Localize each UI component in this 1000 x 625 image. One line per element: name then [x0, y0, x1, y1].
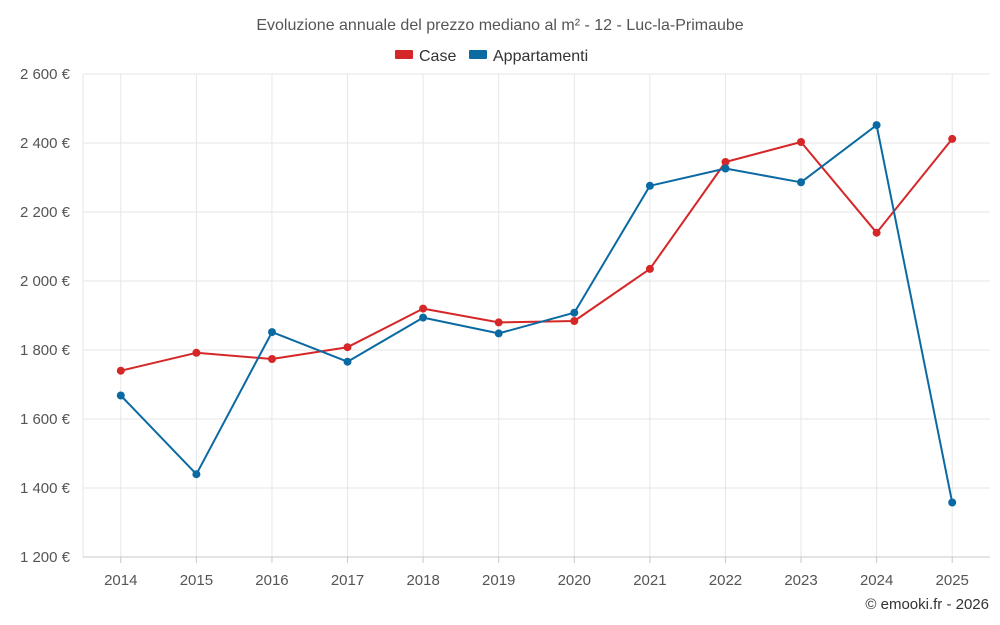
data-point-case-2018[interactable] [419, 304, 428, 313]
data-point-case-2022[interactable] [721, 158, 730, 166]
x-tick-label: 2023 [784, 572, 817, 589]
data-point-appartamenti-2015[interactable] [192, 470, 201, 479]
x-tick-label: 2021 [633, 572, 666, 589]
x-tick-label: 2019 [482, 572, 515, 589]
data-point-appartamenti-2022[interactable] [721, 164, 730, 173]
data-point-appartamenti-2024[interactable] [872, 121, 881, 130]
data-point-case-2015[interactable] [192, 348, 201, 357]
credit-text: © emooki.fr - 2026 [865, 596, 989, 613]
x-tick-label: 2018 [406, 572, 439, 589]
data-point-appartamenti-2020[interactable] [570, 308, 579, 317]
data-point-appartamenti-2016[interactable] [268, 328, 276, 337]
data-point-appartamenti-2017[interactable] [343, 357, 352, 366]
series-case [116, 134, 957, 375]
series-line-appartamenti [120, 124, 954, 503]
data-point-case-2016[interactable] [268, 355, 276, 363]
data-point-case-2025[interactable] [948, 134, 957, 143]
y-tick-label: 1 800 € [20, 342, 71, 359]
x-tick-label: 2017 [331, 572, 364, 589]
legend: Case Appartamenti [395, 48, 588, 65]
data-point-case-2023[interactable] [797, 138, 805, 146]
legend-label-case: Case [419, 48, 456, 65]
grid [83, 73, 990, 557]
data-point-appartamenti-2019[interactable] [494, 329, 503, 338]
data-point-appartamenti-2021[interactable] [645, 181, 654, 190]
x-tick-label: 2020 [558, 572, 591, 589]
y-tick-label: 1 600 € [20, 411, 71, 428]
data-point-case-2019[interactable] [494, 318, 503, 327]
y-tick-label: 2 600 € [20, 66, 71, 83]
data-point-case-2020[interactable] [570, 317, 579, 325]
series-layer [116, 121, 957, 507]
legend-item-appartamenti[interactable]: Appartamenti [469, 48, 588, 65]
x-tick-label: 2016 [255, 572, 288, 589]
data-point-case-2021[interactable] [645, 264, 654, 273]
legend-swatch-case [395, 50, 413, 59]
chart-title: Evoluzione annuale del prezzo mediano al… [256, 17, 743, 34]
x-tick-label: 2015 [180, 572, 213, 589]
y-tick-label: 2 000 € [20, 273, 71, 290]
legend-item-case[interactable]: Case [395, 48, 456, 65]
data-point-appartamenti-2023[interactable] [797, 178, 805, 187]
series-line-case [120, 138, 953, 372]
y-tick-label: 2 400 € [20, 135, 71, 152]
legend-label-appartamenti: Appartamenti [493, 48, 588, 65]
y-tick-label: 2 200 € [20, 204, 71, 221]
x-tick-label: 2014 [104, 572, 137, 589]
x-tick-label: 2022 [709, 572, 742, 589]
data-point-case-2014[interactable] [116, 366, 125, 375]
data-point-case-2024[interactable] [872, 228, 881, 237]
y-tick-label: 1 400 € [20, 480, 71, 497]
x-tick-label: 2025 [936, 572, 969, 589]
axes: 1 200 € 1 400 € 1 600 € 1 800 € 2 000 € 2 200… [20, 66, 990, 589]
x-tick-label: 2024 [860, 572, 893, 589]
data-point-case-2017[interactable] [343, 343, 352, 352]
legend-swatch-appartamenti [469, 50, 487, 59]
data-point-appartamenti-2018[interactable] [419, 313, 428, 322]
data-point-appartamenti-2025[interactable] [948, 498, 957, 507]
data-point-appartamenti-2014[interactable] [116, 391, 125, 400]
series-appartamenti [116, 121, 957, 507]
y-tick-label: 1 200 € [20, 549, 71, 566]
